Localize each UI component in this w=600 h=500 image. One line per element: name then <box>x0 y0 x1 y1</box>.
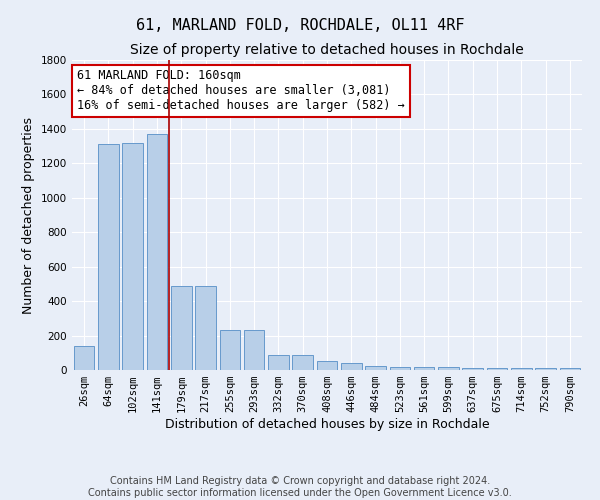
Bar <box>268 354 289 370</box>
Bar <box>463 368 483 370</box>
Bar <box>341 363 362 370</box>
Bar <box>244 330 265 370</box>
Bar <box>98 144 119 370</box>
Bar <box>292 356 313 370</box>
Bar <box>438 368 459 370</box>
Bar <box>146 134 167 370</box>
Bar <box>414 368 434 370</box>
Y-axis label: Number of detached properties: Number of detached properties <box>22 116 35 314</box>
Title: Size of property relative to detached houses in Rochdale: Size of property relative to detached ho… <box>130 44 524 58</box>
Bar <box>487 368 508 370</box>
Bar <box>317 360 337 370</box>
Text: 61 MARLAND FOLD: 160sqm
← 84% of detached houses are smaller (3,081)
16% of semi: 61 MARLAND FOLD: 160sqm ← 84% of detache… <box>77 70 405 112</box>
Bar <box>365 366 386 370</box>
Bar <box>535 368 556 370</box>
Bar <box>74 346 94 370</box>
Text: 61, MARLAND FOLD, ROCHDALE, OL11 4RF: 61, MARLAND FOLD, ROCHDALE, OL11 4RF <box>136 18 464 32</box>
Text: Contains HM Land Registry data © Crown copyright and database right 2024.
Contai: Contains HM Land Registry data © Crown c… <box>88 476 512 498</box>
Bar <box>171 286 191 370</box>
Bar <box>389 366 410 370</box>
X-axis label: Distribution of detached houses by size in Rochdale: Distribution of detached houses by size … <box>164 418 490 431</box>
Bar <box>511 368 532 370</box>
Bar <box>122 142 143 370</box>
Bar <box>560 368 580 370</box>
Bar <box>195 286 216 370</box>
Bar <box>220 330 240 370</box>
